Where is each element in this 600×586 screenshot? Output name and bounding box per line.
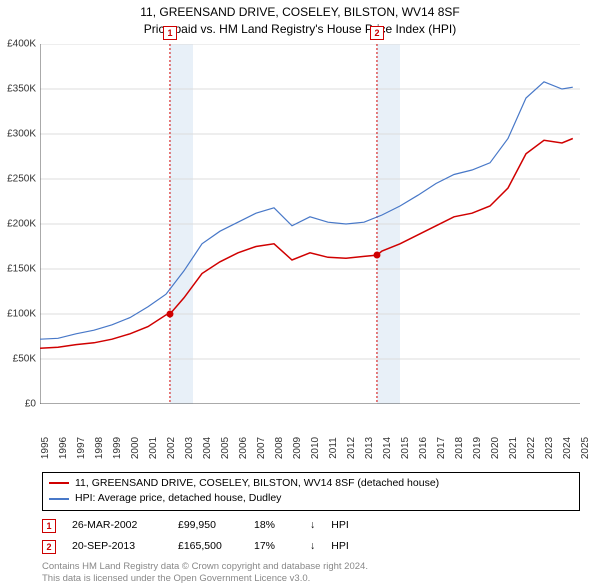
x-tick-label: 2018 [454,436,465,458]
x-tick-label: 2019 [472,436,483,458]
x-tick-label: 2012 [346,436,357,458]
legend-swatch [49,498,69,500]
x-tick-label: 2015 [400,436,411,458]
y-tick-label: £400K [0,38,36,49]
chart-plot [40,44,580,404]
x-tick-label: 2011 [328,437,339,459]
y-axis-labels: £0£50K£100K£150K£200K£250K£300K£350K£400… [0,44,38,434]
sale-row-pct: 17% [254,536,294,557]
sale-row-vs: HPI [331,515,349,536]
x-tick-label: 2022 [526,436,537,458]
sale-marker-box: 2 [370,26,384,40]
x-tick-label: 1995 [40,436,51,458]
sale-row-price: £165,500 [178,536,238,557]
x-axis-labels: 1995 1996 1997 1998 1999 2000 2001 2002 2003 2004… [40,434,600,470]
chart-area: £0£50K£100K£150K£200K£250K£300K£350K£400… [40,44,600,434]
sale-row-date: 26-MAR-2002 [72,515,162,536]
x-tick-label: 2002 [166,436,177,458]
x-tick-label: 1998 [94,436,105,458]
x-tick-label: 1999 [112,436,123,458]
footer: Contains HM Land Registry data © Crown c… [42,561,580,586]
sale-row-arrow: ↓ [310,536,315,557]
x-tick-label: 2004 [202,436,213,458]
sale-marker-box: 1 [163,26,177,40]
sale-row: 2 20-SEP-2013 £165,500 17% ↓ HPI [42,536,580,557]
x-tick-label: 2014 [382,436,393,458]
x-tick-label: 2005 [220,436,231,458]
y-tick-label: £250K [0,173,36,184]
x-tick-label: 2017 [436,436,447,458]
sale-row: 1 26-MAR-2002 £99,950 18% ↓ HPI [42,515,580,536]
chart-container: 11, GREENSAND DRIVE, COSELEY, BILSTON, W… [0,0,600,560]
x-tick-label: 1996 [58,436,69,458]
legend-row: 11, GREENSAND DRIVE, COSELEY, BILSTON, W… [49,476,573,492]
sale-row-price: £99,950 [178,515,238,536]
sales-table: 1 26-MAR-2002 £99,950 18% ↓ HPI 2 20-SEP-2013 £1… [42,515,580,557]
x-tick-label: 2000 [130,436,141,458]
x-tick-label: 2016 [418,436,429,458]
legend-swatch [49,482,69,484]
title-subtitle: Price paid vs. HM Land Registry's House … [0,21,600,38]
x-tick-label: 2013 [364,436,375,458]
sale-row-vs: HPI [331,536,349,557]
x-tick-label: 2001 [148,436,159,458]
y-tick-label: £50K [0,353,36,364]
footer-line-2: This data is licensed under the Open Gov… [42,573,580,585]
legend: 11, GREENSAND DRIVE, COSELEY, BILSTON, W… [42,472,580,512]
title-address: 11, GREENSAND DRIVE, COSELEY, BILSTON, W… [0,4,600,21]
x-tick-label: 2025 [580,436,591,458]
x-tick-label: 2006 [238,436,249,458]
x-tick-label: 2007 [256,436,267,458]
x-tick-label: 2023 [544,436,555,458]
y-tick-label: £100K [0,308,36,319]
y-tick-label: £350K [0,83,36,94]
x-tick-label: 2008 [274,436,285,458]
sale-row-pct: 18% [254,515,294,536]
sale-row-date: 20-SEP-2013 [72,536,162,557]
y-tick-label: £150K [0,263,36,274]
x-tick-label: 1997 [76,436,87,458]
title-block: 11, GREENSAND DRIVE, COSELEY, BILSTON, W… [0,0,600,40]
y-tick-label: £300K [0,128,36,139]
legend-label: 11, GREENSAND DRIVE, COSELEY, BILSTON, W… [75,476,439,492]
y-tick-label: £200K [0,218,36,229]
legend-label: HPI: Average price, detached house, Dudl… [75,491,281,507]
x-tick-label: 2009 [292,436,303,458]
x-tick-label: 2003 [184,436,195,458]
x-tick-label: 2010 [310,436,321,458]
sale-row-marker: 1 [42,519,56,533]
x-tick-label: 2020 [490,436,501,458]
sale-row-marker: 2 [42,540,56,554]
x-tick-label: 2024 [562,436,573,458]
x-tick-label: 2021 [508,436,519,458]
y-tick-label: £0 [0,398,36,409]
legend-row: HPI: Average price, detached house, Dudl… [49,491,573,507]
footer-line-1: Contains HM Land Registry data © Crown c… [42,561,580,573]
sale-row-arrow: ↓ [310,515,315,536]
